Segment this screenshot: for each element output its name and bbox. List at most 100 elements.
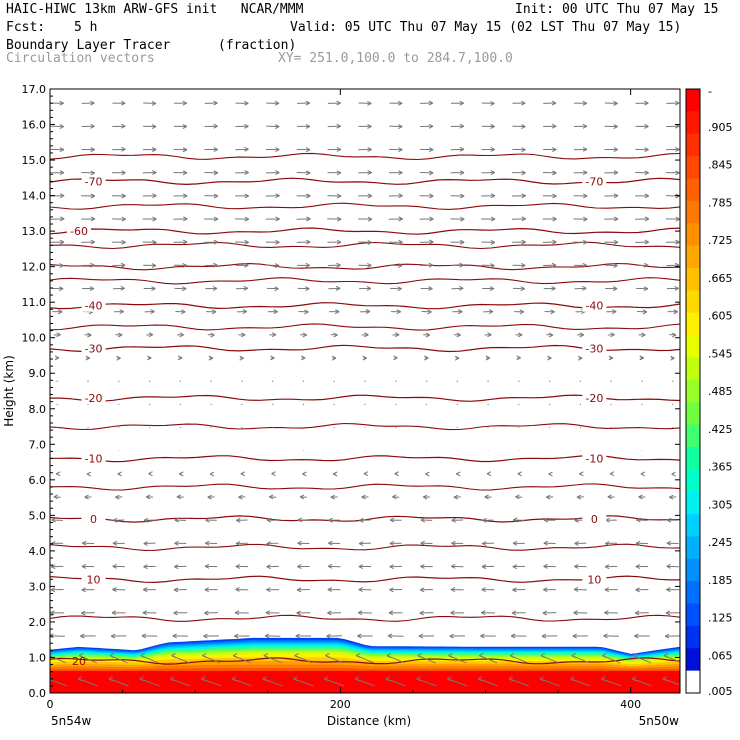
vector-head — [675, 170, 680, 176]
colorbar-label: - — [708, 85, 712, 98]
vector-head — [50, 564, 56, 570]
vector-head — [517, 332, 523, 338]
vector-head — [231, 676, 237, 682]
y-tick-label: 12.0 — [22, 261, 47, 274]
vector-head — [427, 309, 432, 315]
vector-head — [582, 146, 588, 152]
vector-head — [296, 610, 301, 616]
contour-label-bg — [81, 342, 106, 355]
vector-head — [207, 494, 212, 500]
vector-head — [604, 564, 610, 570]
colorbar-swatch — [686, 469, 700, 493]
vector-head — [515, 494, 520, 500]
vector-head — [459, 193, 465, 199]
vector-head — [613, 147, 619, 153]
vector-head — [636, 517, 641, 523]
vector-head — [367, 216, 373, 222]
vector-head — [397, 100, 403, 106]
vector-head — [420, 564, 425, 569]
temperature-contour — [50, 422, 680, 431]
vector-head — [173, 587, 179, 593]
vector-head — [453, 494, 459, 500]
colorbar-swatch — [686, 357, 700, 381]
vector-head — [53, 494, 59, 500]
y-tick-label: 0.0 — [29, 687, 47, 700]
vector-head — [644, 239, 649, 245]
vector-head — [610, 332, 615, 338]
temperature-contour — [50, 483, 680, 491]
vector-head — [90, 216, 96, 222]
contour-label: -30 — [585, 342, 603, 355]
y-tick-label: 8.0 — [29, 403, 47, 416]
vector-head — [429, 216, 434, 222]
header-valid: Valid: 05 UTC Thu 07 May 15 (02 LST Thu … — [290, 20, 682, 35]
vector-head — [109, 653, 115, 659]
colorbar-swatch — [686, 581, 700, 605]
vector-head — [419, 587, 425, 593]
vector-head — [521, 170, 526, 176]
vector-head — [213, 147, 218, 152]
vector-head — [675, 147, 680, 152]
vector-head — [574, 517, 579, 523]
vector-head — [448, 653, 453, 659]
vector-head — [354, 676, 360, 682]
vector-head — [512, 540, 518, 546]
colorbar-swatch — [686, 603, 700, 627]
vector-head — [152, 239, 157, 245]
vector-head — [571, 653, 576, 659]
vector-head — [674, 100, 680, 106]
vector-head — [579, 332, 584, 338]
vector-head — [551, 100, 557, 106]
colorbar-swatch — [686, 514, 700, 537]
temperature-contour — [50, 227, 680, 235]
contour-label-bg — [582, 392, 607, 405]
vector-head — [266, 517, 272, 523]
vector-head — [116, 355, 121, 361]
vector-head — [393, 355, 398, 361]
temperature-contour — [50, 177, 680, 186]
vector-head — [205, 517, 210, 523]
contour-label-bg — [81, 452, 106, 465]
vector-head — [305, 170, 311, 176]
colorbar-swatch — [686, 446, 700, 470]
vector-head — [576, 494, 582, 500]
vector-head — [266, 541, 272, 546]
colorbar-label: .605 — [708, 310, 733, 323]
vector-head — [509, 653, 515, 659]
y-tick-label: 11.0 — [22, 296, 47, 309]
vector-head — [306, 216, 311, 222]
vector-head — [243, 285, 248, 291]
vector-head — [429, 193, 434, 199]
vector-head — [632, 653, 638, 659]
vector-head — [450, 610, 455, 616]
vector-head — [516, 355, 521, 361]
vector-head — [59, 263, 64, 268]
vector-head — [90, 239, 96, 245]
vector-head — [204, 563, 210, 569]
vector-head — [603, 633, 608, 639]
vector-head — [539, 676, 544, 682]
contour-label: -70 — [85, 175, 103, 188]
vector-head — [295, 633, 300, 639]
vector-head — [481, 541, 487, 546]
vector-head — [359, 517, 364, 523]
vector-head — [425, 471, 430, 477]
vector-head — [482, 517, 487, 523]
contour-label-bg — [81, 573, 106, 586]
colorbar-swatch — [686, 245, 700, 269]
vector-head — [641, 332, 646, 338]
vector-head — [481, 564, 487, 570]
contour-label: -30 — [85, 342, 103, 355]
vector-head — [152, 216, 157, 222]
vector-head — [59, 124, 64, 130]
vector-head — [275, 239, 280, 245]
vector-head — [572, 633, 577, 639]
vector-head — [675, 239, 680, 245]
temperature-contour — [50, 344, 680, 353]
colorbar-label: .125 — [708, 612, 733, 625]
vector-head — [484, 494, 489, 500]
vector-head — [325, 653, 330, 659]
vector-head — [582, 262, 587, 268]
vector-head — [211, 309, 217, 315]
